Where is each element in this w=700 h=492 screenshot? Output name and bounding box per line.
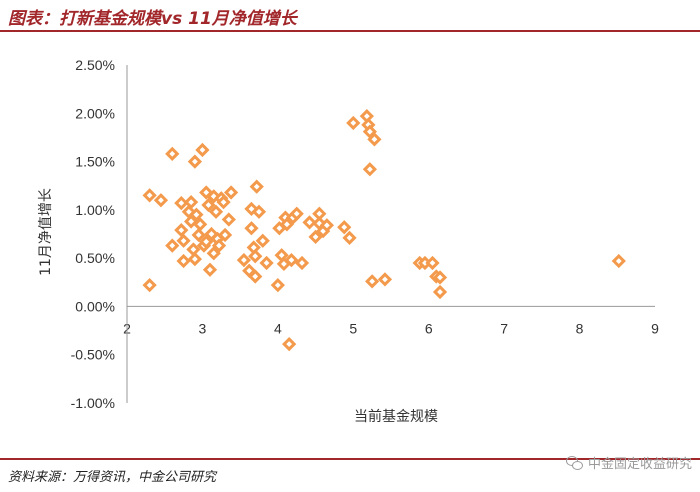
scatter-point <box>294 255 310 271</box>
scatter-point <box>244 221 259 236</box>
source-note: 资料来源：万得资讯，中金公司研究 <box>8 470 217 485</box>
x-tick-label: 6 <box>425 320 433 336</box>
scatter-point <box>165 238 180 253</box>
scatter-point <box>259 255 274 271</box>
scatter-point <box>346 115 361 131</box>
scatter-point <box>176 233 191 248</box>
scatter-point <box>199 234 214 249</box>
x-tick-labels: 23456789 <box>123 320 659 336</box>
scatter-point <box>377 272 393 287</box>
scatter-point <box>217 227 233 243</box>
y-tick-labels: -1.00% -0.50% 0.00% 0.50% 1.00% 1.50% 2.00% 2.5… <box>71 57 115 411</box>
y-tick-label: 2.00% <box>75 105 115 121</box>
scatter-point <box>201 197 216 213</box>
scatter-point <box>365 274 380 289</box>
scatter-point <box>248 249 263 264</box>
y-tick-label: 2.50% <box>75 57 115 73</box>
scatter-point <box>142 278 157 293</box>
scatter-point <box>174 223 189 238</box>
scatter-point <box>165 146 180 161</box>
x-tick-label: 3 <box>199 320 207 336</box>
scatter-point <box>611 253 626 269</box>
scatter-point <box>183 195 199 210</box>
scatter-point <box>302 215 317 230</box>
scatter-point <box>308 229 323 245</box>
y-tick-label: 1.50% <box>75 154 115 170</box>
scatter-chart: -1.00% -0.50% 0.00% 0.50% 1.00% 1.50% 2.00% 2.5… <box>38 57 659 425</box>
scatter-point <box>202 262 218 277</box>
scatter-point <box>187 251 203 267</box>
scatter-point <box>251 204 267 219</box>
scatter-point <box>216 195 231 210</box>
scatter-point <box>279 217 295 232</box>
scatter-point <box>367 132 382 147</box>
scatter-point <box>255 233 270 248</box>
watermark: 中金固定收益研究 <box>565 453 692 472</box>
top-rule <box>0 30 700 32</box>
scatter-point <box>223 185 239 200</box>
scatter-point <box>432 284 448 300</box>
scatter-point <box>282 336 297 352</box>
scatter-point <box>425 255 440 271</box>
y-tick-label: 0.50% <box>75 250 115 266</box>
x-tick-label: 9 <box>651 320 659 336</box>
scatter-point <box>187 154 203 169</box>
y-tick-label: -1.00% <box>71 395 115 411</box>
scatter-point <box>142 188 157 203</box>
scatter-point <box>191 227 206 243</box>
scatter-point <box>337 220 352 235</box>
scatter-point <box>289 206 304 221</box>
wechat-icon <box>565 455 584 470</box>
scatter-points <box>142 109 626 352</box>
scatter-point <box>174 195 189 211</box>
scatter-point <box>195 142 210 158</box>
scatter-point <box>432 270 448 285</box>
bottom-rule <box>0 458 700 460</box>
scatter-point <box>270 278 285 293</box>
watermark-text: 中金固定收益研究 <box>587 457 692 472</box>
scatter-point <box>248 269 263 284</box>
scatter-point <box>284 252 299 268</box>
scatter-point <box>208 204 224 219</box>
scatter-point <box>153 193 169 208</box>
x-tick-label: 5 <box>349 320 357 336</box>
x-tick-label: 7 <box>500 320 508 336</box>
scatter-point <box>342 230 357 245</box>
scatter-point <box>206 246 221 261</box>
x-axis-title: 当前基金规模 <box>354 408 438 425</box>
scatter-point <box>319 218 335 233</box>
x-tick-label: 4 <box>274 320 282 336</box>
scatter-point <box>362 162 378 177</box>
scatter-point <box>186 242 201 257</box>
x-tick-label: 8 <box>576 320 584 336</box>
y-tick-label: 0.00% <box>75 298 115 314</box>
scatter-point <box>176 253 191 269</box>
scatter-point <box>362 124 378 139</box>
scatter-point <box>189 207 204 222</box>
scatter-point <box>244 201 259 217</box>
scatter-point <box>249 179 264 194</box>
scatter-point <box>211 238 227 253</box>
scatter-point <box>236 252 252 268</box>
page-title: 图表：打新基金规模vs 11月净值增长 <box>8 9 297 29</box>
scatter-point <box>221 212 236 227</box>
y-tick-label: 1.00% <box>75 202 115 218</box>
scatter-point <box>193 217 208 232</box>
y-axis-title: 11月净值增长 <box>38 188 54 276</box>
y-tick-label: -0.50% <box>71 347 115 363</box>
